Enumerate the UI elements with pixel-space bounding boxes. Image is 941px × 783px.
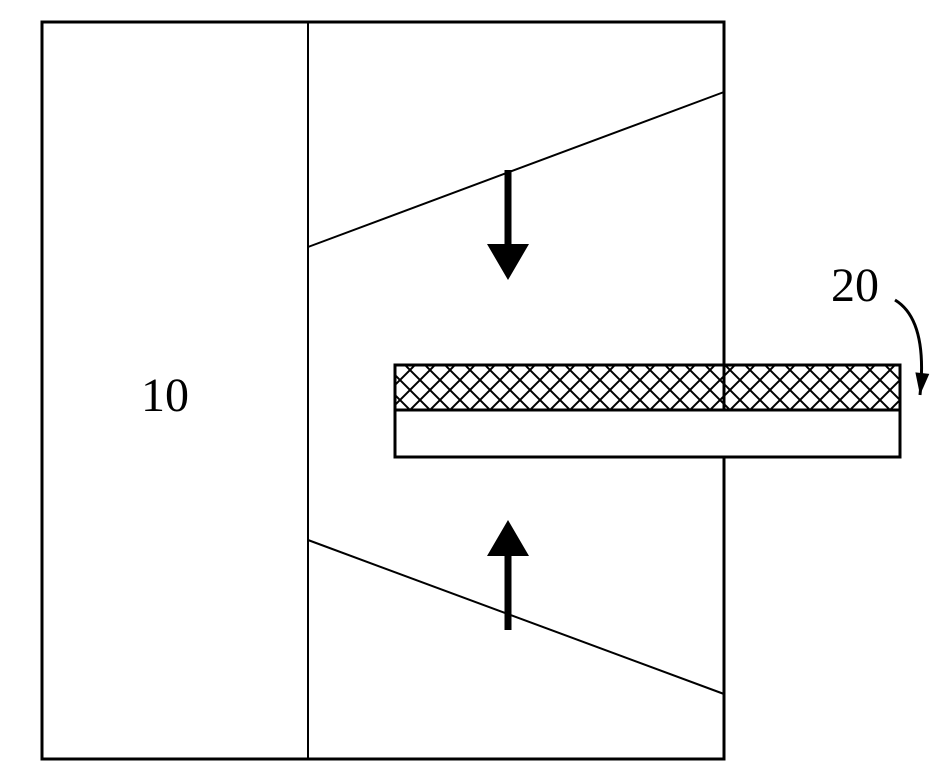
insert-20 <box>395 365 900 457</box>
label-20: 20 <box>831 259 879 312</box>
arrow-up-icon <box>487 520 529 630</box>
body10-bottom-slant <box>308 540 724 694</box>
label-10: 10 <box>141 369 189 422</box>
leader-20-arrowhead <box>915 372 929 395</box>
body10-top-slant <box>308 92 724 247</box>
arrow-down-icon <box>487 170 529 280</box>
